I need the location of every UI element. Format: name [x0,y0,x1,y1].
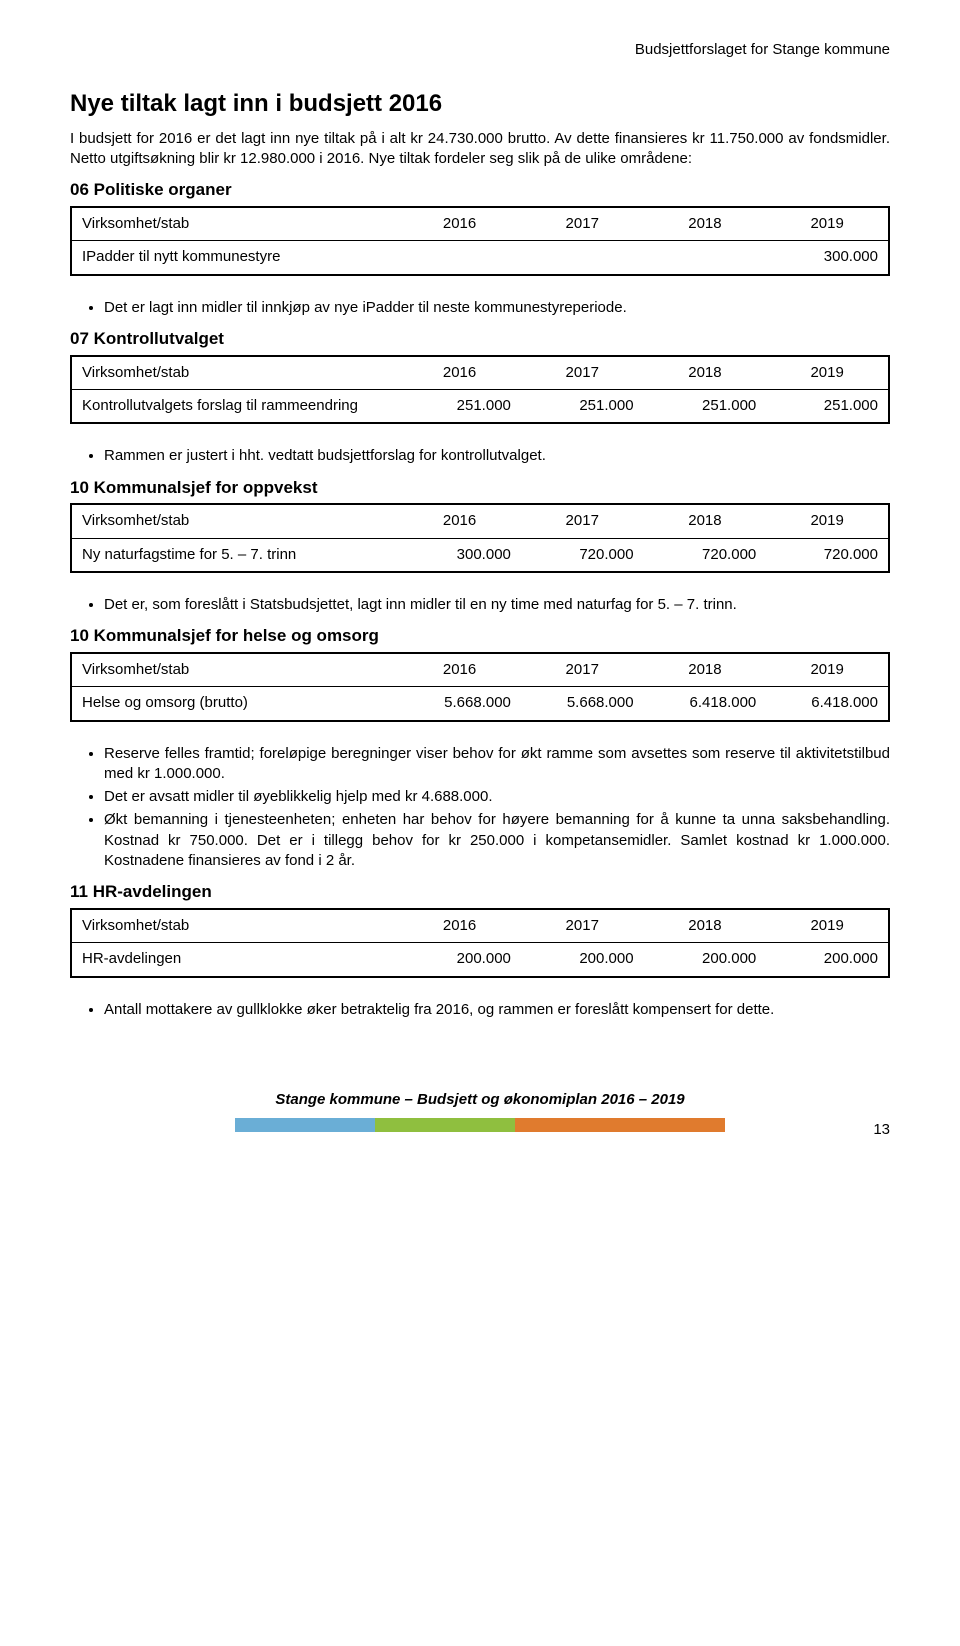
bullets-10b: Reserve felles framtid; foreløpige bereg… [70,744,890,872]
bullet-item: Økt bemanning i tjenesteenheten; enheten… [104,810,890,871]
table-header-year: 2019 [766,207,889,241]
footer-bar [375,1118,515,1132]
table-cell: 200.000 [644,943,767,977]
section-heading-06: 06 Politiske organer [70,179,890,202]
table-cell: 6.418.000 [644,687,767,721]
table-11: Virksomhet/stab 2016 2017 2018 2019 HR-a… [70,908,890,978]
table-header-label: Virksomhet/stab [71,909,398,943]
table-cell: 200.000 [398,943,521,977]
table-cell: 251.000 [644,390,767,424]
table-row-label: Helse og omsorg (brutto) [71,687,398,721]
footer-bar [515,1118,725,1132]
table-header-year: 2018 [644,504,767,538]
table-header-label: Virksomhet/stab [71,356,398,390]
section-heading-11: 11 HR-avdelingen [70,881,890,904]
table-cell: 5.668.000 [521,687,644,721]
table-row-label: Kontrollutvalgets forslag til rammeendri… [71,390,398,424]
table-header-label: Virksomhet/stab [71,504,398,538]
table-row-label: IPadder til nytt kommunestyre [71,241,398,275]
bullet-item: Antall mottakere av gullklokke øker betr… [104,1000,890,1020]
bullets-07: Rammen er justert i hht. vedtatt budsjet… [70,446,890,466]
table-cell: 200.000 [521,943,644,977]
table-header-label: Virksomhet/stab [71,207,398,241]
table-cell: 300.000 [398,538,521,572]
table-cell: 251.000 [766,390,889,424]
table-cell [398,241,521,275]
table-row-label: Ny naturfagstime for 5. – 7. trinn [71,538,398,572]
table-header-year: 2017 [521,909,644,943]
table-cell: 300.000 [766,241,889,275]
bullet-item: Rammen er justert i hht. vedtatt budsjet… [104,446,890,466]
table-header-year: 2016 [398,207,521,241]
table-cell: 6.418.000 [766,687,889,721]
bullets-11: Antall mottakere av gullklokke øker betr… [70,1000,890,1020]
bullets-06: Det er lagt inn midler til innkjøp av ny… [70,298,890,318]
table-row-label: HR-avdelingen [71,943,398,977]
section-heading-10a: 10 Kommunalsjef for oppvekst [70,477,890,500]
table-header-year: 2017 [521,207,644,241]
table-10b: Virksomhet/stab 2016 2017 2018 2019 Hels… [70,652,890,722]
table-header-year: 2019 [766,356,889,390]
table-header-year: 2016 [398,909,521,943]
table-cell: 251.000 [521,390,644,424]
table-header-year: 2016 [398,504,521,538]
table-cell: 720.000 [644,538,767,572]
table-header-year: 2018 [644,207,767,241]
bullet-item: Det er, som foreslått i Statsbudsjettet,… [104,595,890,615]
table-cell: 251.000 [398,390,521,424]
table-header-year: 2019 [766,909,889,943]
bullet-item: Reserve felles framtid; foreløpige bereg… [104,744,890,785]
table-cell: 720.000 [521,538,644,572]
table-cell [644,241,767,275]
table-cell: 5.668.000 [398,687,521,721]
table-07: Virksomhet/stab 2016 2017 2018 2019 Kont… [70,355,890,425]
table-header-year: 2018 [644,356,767,390]
bullet-item: Det er avsatt midler til øyeblikkelig hj… [104,787,890,807]
table-header-year: 2018 [644,653,767,687]
table-header-year: 2016 [398,356,521,390]
table-header-year: 2017 [521,653,644,687]
table-cell [521,241,644,275]
bullet-item: Det er lagt inn midler til innkjøp av ny… [104,298,890,318]
table-header-year: 2017 [521,504,644,538]
bullets-10a: Det er, som foreslått i Statsbudsjettet,… [70,595,890,615]
table-header-year: 2019 [766,653,889,687]
section-heading-07: 07 Kontrollutvalget [70,328,890,351]
table-header-year: 2019 [766,504,889,538]
table-06: Virksomhet/stab 2016 2017 2018 2019 IPad… [70,206,890,276]
table-header-year: 2016 [398,653,521,687]
table-header-label: Virksomhet/stab [71,653,398,687]
table-cell: 200.000 [766,943,889,977]
header-right: Budsjettforslaget for Stange kommune [70,40,890,60]
table-10a: Virksomhet/stab 2016 2017 2018 2019 Ny n… [70,503,890,573]
section-heading-10b: 10 Kommunalsjef for helse og omsorg [70,625,890,648]
table-header-year: 2018 [644,909,767,943]
footer-title: Stange kommune – Budsjett og økonomiplan… [70,1090,890,1110]
intro-paragraph: I budsjett for 2016 er det lagt inn nye … [70,129,890,170]
page-title: Nye tiltak lagt inn i budsjett 2016 [70,88,890,120]
table-cell: 720.000 [766,538,889,572]
footer-bar [235,1118,375,1132]
table-header-year: 2017 [521,356,644,390]
